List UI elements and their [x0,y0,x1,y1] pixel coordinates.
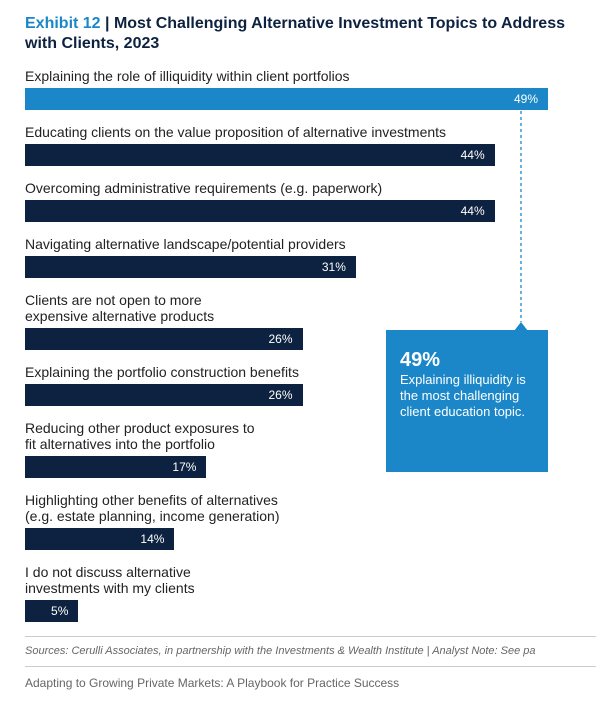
bar: 5% [25,600,79,622]
category-label: Reducing other product exposures to fit … [25,420,255,452]
value-label: 26% [268,388,293,402]
category-label: Overcoming administrative requirements (… [25,180,383,196]
value-label: 44% [460,148,485,162]
value-label: 14% [140,532,165,546]
bar: 49% [25,88,548,110]
category-label: Navigating alternative landscape/potenti… [25,236,346,252]
callout: 49% Explaining illiquidity is the most c… [386,330,548,472]
category-label: Highlighting other benefits of alternati… [25,492,280,524]
value-label: 49% [513,92,538,106]
category-label: I do not discuss alternative investments… [25,564,195,596]
callout-arrow [514,322,528,331]
bar: 26% [25,384,303,406]
exhibit-label: Exhibit 12 [25,15,101,32]
chart-title-block: Exhibit 12 | Most Challenging Alternativ… [25,14,585,54]
category-label: Clients are not open to more expensive a… [25,292,215,324]
bar: 44% [25,144,495,166]
bar: 14% [25,528,175,550]
category-label: Explaining the role of illiquidity withi… [25,68,350,84]
value-label: 44% [460,204,485,218]
value-label: 17% [172,460,197,474]
source: Sources: Cerulli Associates, in partners… [25,645,536,657]
category-label: Explaining the portfolio construction be… [25,364,299,380]
footer: Adapting to Growing Private Markets: A P… [25,676,400,690]
chart-title: | Most Challenging Alternative Investmen… [25,15,565,52]
callout-text: Explaining illiquidity is the most chall… [400,372,526,419]
value-label: 26% [268,332,293,346]
bar: 44% [25,200,495,222]
bar: 26% [25,328,303,350]
category-label: Educating clients on the value propositi… [25,124,447,140]
bar: 17% [25,456,207,478]
rule [25,666,596,667]
bar: 31% [25,256,356,278]
value-label: 5% [51,604,69,618]
value-label: 31% [321,260,346,274]
rule [25,636,596,637]
callout-headline: 49% [400,349,441,371]
